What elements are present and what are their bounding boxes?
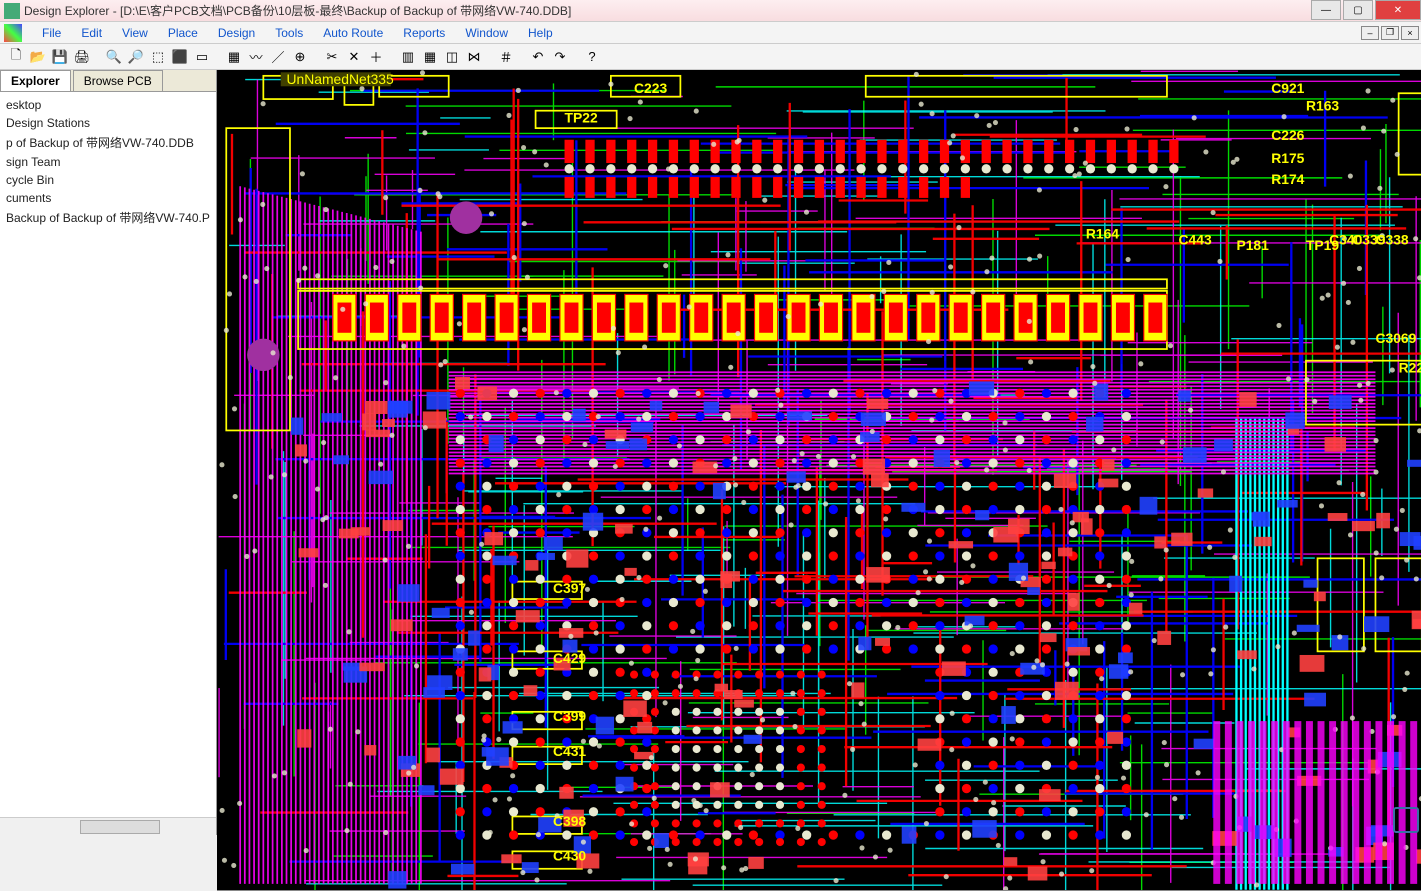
pcb-canvas[interactable]: UnNamedNet335 C223 TP22 C921R163C226 R175 R17… <box>217 70 1421 890</box>
svg-text:C226: C226 <box>1271 127 1304 143</box>
layer-icon[interactable]: ▦ <box>224 47 244 67</box>
menu-design[interactable]: Design <box>208 24 265 42</box>
menu-place[interactable]: Place <box>158 24 208 42</box>
menu-help[interactable]: Help <box>518 24 563 42</box>
svg-text:UnNamedNet335: UnNamedNet335 <box>286 71 394 87</box>
menu-edit[interactable]: Edit <box>71 24 112 42</box>
new-icon[interactable]: 🗋 <box>6 47 26 67</box>
menu-auto-route[interactable]: Auto Route <box>313 24 393 42</box>
select2-icon[interactable]: ⬛ <box>170 47 190 67</box>
comp-icon[interactable]: ◫ <box>442 47 462 67</box>
toolbar: 🗋📂💾🖨🔍🔎⬚⬛▭▦〰／⊕✂✕＋▥▦◫⋈＃↶↷? <box>0 44 1421 70</box>
explorer-panel: ExplorerBrowse PCB esktop Design Station… <box>0 70 217 835</box>
close-button[interactable]: ✕ <box>1375 0 1421 20</box>
mdi-close-button[interactable]: × <box>1401 26 1419 40</box>
tree-item[interactable]: Backup of Backup of 带网络VW-740.P <box>2 207 214 228</box>
svg-text:R222: R222 <box>1399 359 1421 375</box>
open-icon[interactable]: 📂 <box>28 47 48 67</box>
menu-bar: FileEditViewPlaceDesignToolsAuto RouteRe… <box>0 22 1421 44</box>
undo-icon[interactable]: ↶ <box>528 47 548 67</box>
title-bar: Design Explorer - [D:\E\客户PCB文档\PCB备份\10… <box>0 0 1421 22</box>
svg-text:C429: C429 <box>553 650 586 666</box>
tree-item[interactable]: esktop <box>2 96 214 114</box>
drc-icon[interactable]: ▥ <box>398 47 418 67</box>
redo-icon[interactable]: ↷ <box>550 47 570 67</box>
svg-text:R163: R163 <box>1306 98 1339 114</box>
explorer-tree: esktop Design Stationsp of Backup of 带网络… <box>0 92 216 817</box>
cross-icon[interactable]: ✕ <box>344 47 364 67</box>
document-area: Backup of Backup of 带网络VW-740.DDBDocumen… <box>217 70 1421 835</box>
svg-text:R174: R174 <box>1271 171 1304 187</box>
explorer-tabs: ExplorerBrowse PCB <box>0 70 216 92</box>
via-icon[interactable]: ⊕ <box>290 47 310 67</box>
tree-item[interactable]: sign Team <box>2 153 214 171</box>
menu-file[interactable]: File <box>32 24 71 42</box>
svg-text:R164: R164 <box>1086 226 1119 242</box>
maximize-button[interactable]: ▢ <box>1343 0 1373 20</box>
plus-icon[interactable]: ＋ <box>366 47 386 67</box>
hash-icon[interactable]: ＃ <box>496 47 516 67</box>
zoom-in-icon[interactable]: 🔍 <box>104 47 124 67</box>
svg-text:C399: C399 <box>553 708 586 724</box>
svg-text:C921: C921 <box>1271 80 1304 96</box>
sizer-icon <box>1393 807 1419 833</box>
tree-item[interactable]: cuments <box>2 189 214 207</box>
explorer-tab-explorer[interactable]: Explorer <box>0 70 71 91</box>
track-icon[interactable]: ／ <box>268 47 288 67</box>
svg-text:TP22: TP22 <box>564 109 597 125</box>
tree-item[interactable]: Design Stations <box>2 114 214 132</box>
select-icon[interactable]: ⬚ <box>148 47 168 67</box>
route-icon[interactable]: 〰 <box>246 47 266 67</box>
svg-text:C398: C398 <box>553 813 586 829</box>
svg-text:P181: P181 <box>1236 237 1269 253</box>
explorer-hscroll[interactable] <box>0 817 216 835</box>
menu-reports[interactable]: Reports <box>393 24 455 42</box>
mdi-minimize-button[interactable]: – <box>1361 26 1379 40</box>
menu-tools[interactable]: Tools <box>265 24 313 42</box>
grid-icon[interactable]: ▦ <box>420 47 440 67</box>
cut-icon[interactable]: ✂ <box>322 47 342 67</box>
print-icon[interactable]: 🖨 <box>72 47 92 67</box>
mdi-restore-button[interactable]: ❐ <box>1381 26 1399 40</box>
tree-item[interactable]: p of Backup of 带网络VW-740.DDB <box>2 132 214 153</box>
explorer-tab-browse-pcb[interactable]: Browse PCB <box>73 70 163 91</box>
window-title: Design Explorer - [D:\E\客户PCB文档\PCB备份\10… <box>24 2 1309 19</box>
app-logo-icon <box>4 24 22 42</box>
svg-text:C431: C431 <box>553 743 586 759</box>
select3-icon[interactable]: ▭ <box>192 47 212 67</box>
zoom-out-icon[interactable]: 🔎 <box>126 47 146 67</box>
app-icon <box>4 3 20 19</box>
net-icon[interactable]: ⋈ <box>464 47 484 67</box>
menu-view[interactable]: View <box>112 24 158 42</box>
tree-item[interactable]: cycle Bin <box>2 171 214 189</box>
svg-text:C443: C443 <box>1178 231 1211 247</box>
save-icon[interactable]: 💾 <box>50 47 70 67</box>
help-icon[interactable]: ? <box>582 47 602 67</box>
svg-text:C223: C223 <box>634 80 667 96</box>
minimize-button[interactable]: — <box>1311 0 1341 20</box>
svg-text:C3069: C3069 <box>1375 330 1416 346</box>
svg-text:C397: C397 <box>553 580 586 596</box>
svg-text:R175: R175 <box>1271 150 1304 166</box>
svg-text:C338: C338 <box>1375 231 1408 247</box>
svg-text:C430: C430 <box>553 848 586 864</box>
menu-window[interactable]: Window <box>455 24 518 42</box>
